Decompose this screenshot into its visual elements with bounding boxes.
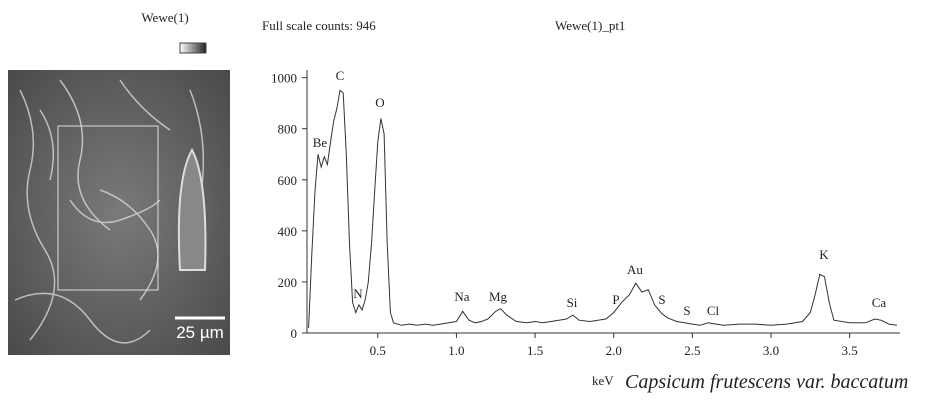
- y-tick-label: 600: [278, 173, 298, 188]
- peak-label: Be: [313, 135, 328, 150]
- y-tick-label: 0: [291, 326, 298, 341]
- peak-label: K: [819, 247, 829, 262]
- header: Full scale counts: 946: [262, 18, 376, 33]
- x-tick-label: 2.0: [606, 343, 622, 358]
- x-tick-label: 3.5: [842, 343, 858, 358]
- peak-label: Mg: [489, 289, 508, 304]
- peak-label: Na: [454, 289, 469, 304]
- peak-label: Ca: [872, 295, 887, 310]
- peak-label: Au: [627, 262, 643, 277]
- peak-label: Cl: [707, 303, 720, 318]
- peak-label: S: [658, 292, 665, 307]
- x-tick-label: 1.5: [527, 343, 543, 358]
- x-tick-label: 3.0: [763, 343, 779, 358]
- spectrum-line: [308, 89, 897, 328]
- peak-label: O: [375, 95, 384, 110]
- peak-label: C: [336, 68, 345, 83]
- y-tick-label: 200: [278, 275, 298, 290]
- chart-title: Wewe(1)_pt1: [555, 18, 625, 33]
- peak-label: S: [683, 303, 690, 318]
- x-tick-label: 1.0: [448, 343, 464, 358]
- y-tick-label: 800: [278, 122, 298, 137]
- colorbar: [179, 42, 207, 54]
- image-title: Wewe(1): [141, 10, 188, 25]
- y-tick-label: 400: [278, 224, 298, 239]
- peak-label: P: [612, 292, 619, 307]
- x-axis-label: keV: [592, 373, 614, 388]
- y-tick-label: 1000: [271, 71, 297, 86]
- sem-image: 25 µm: [8, 70, 230, 355]
- peak-label: Si: [567, 295, 578, 310]
- peak-label: N: [353, 286, 363, 301]
- scale-bar-label: 25 µm: [176, 323, 224, 342]
- x-tick-label: 2.5: [684, 343, 700, 358]
- x-tick-label: 0.5: [370, 343, 386, 358]
- caption: Capsicum frutescens var. baccatum: [625, 371, 908, 393]
